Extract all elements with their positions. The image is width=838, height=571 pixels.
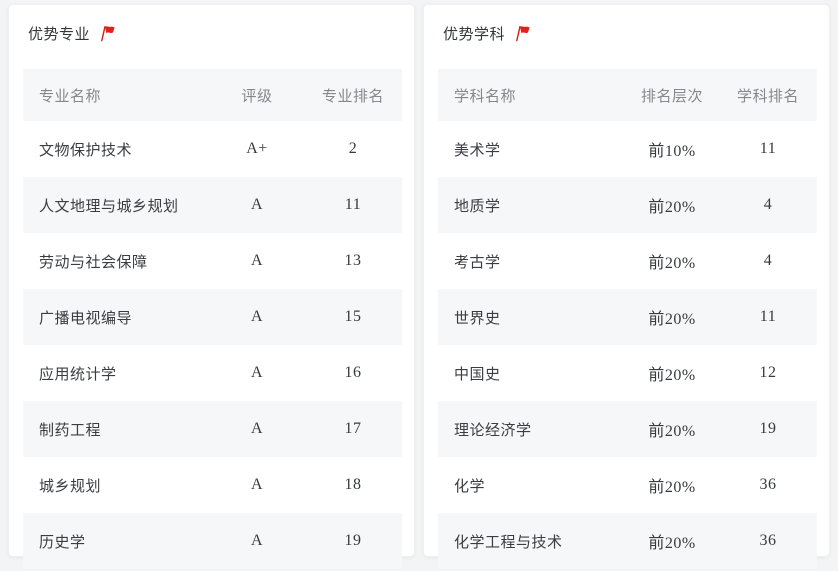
discipline-tier: 前20%: [625, 177, 719, 233]
discipline-name: 世界史: [438, 289, 625, 345]
discipline-rank: 12: [759, 364, 777, 381]
major-rating: A: [210, 177, 304, 233]
discipline-rank: 4: [719, 177, 817, 233]
major-name: 应用统计学: [39, 365, 117, 383]
column-header-major-rank: 专业排名: [304, 69, 402, 121]
discipline-rank: 19: [719, 401, 817, 457]
discipline-tier: 前20%: [625, 401, 719, 457]
major-name: 广播电视编导: [23, 289, 210, 345]
major-rank: 2: [348, 140, 358, 157]
discipline-name: 美术学: [454, 141, 501, 159]
discipline-tier: 前20%: [625, 289, 719, 345]
discipline-tier: 前20%: [648, 479, 696, 496]
major-rating: A: [210, 289, 304, 345]
major-rank: 11: [304, 177, 402, 233]
column-header-discipline-rank: 学科排名: [719, 69, 817, 121]
table-row: 世界史 前20% 11: [438, 289, 817, 345]
table-row: 文物保护技术 A+ 2: [23, 121, 402, 177]
major-rank: 17: [304, 401, 402, 457]
discipline-rank: 36: [719, 513, 817, 569]
table-row: 广播电视编导 A 15: [23, 289, 402, 345]
discipline-tier: 前20%: [648, 255, 696, 272]
major-rating: A: [250, 476, 264, 493]
table-row: 化学工程与技术 前20% 36: [438, 513, 817, 569]
discipline-tier: 前20%: [648, 367, 696, 384]
major-rank: 18: [344, 476, 362, 493]
card-header: 优势学科: [424, 5, 829, 46]
table-row: 化学 前20% 36: [438, 457, 817, 513]
column-header-rating: 评级: [210, 69, 304, 121]
discipline-name: 化学工程与技术: [438, 513, 625, 569]
discipline-rank: 11: [719, 289, 817, 345]
major-rank: 19: [304, 513, 402, 569]
table-row: 中国史 前20% 12: [438, 345, 817, 401]
card-header: 优势专业: [9, 5, 414, 46]
column-header-tier: 排名层次: [625, 69, 719, 121]
major-rating: A: [250, 252, 264, 269]
discipline-rank: 4: [763, 252, 773, 269]
red-flag-icon: [516, 25, 530, 41]
major-rank: 16: [344, 364, 362, 381]
major-rank: 15: [304, 289, 402, 345]
discipline-rank: 11: [759, 140, 777, 157]
column-header-major-name: 专业名称: [23, 69, 210, 121]
advantage-majors-card: 优势专业 专业名称 评级 专业排名 文物保护技术 A+ 2: [8, 4, 415, 569]
table-row: 历史学 A 19: [23, 513, 402, 569]
discipline-tier: 前10%: [648, 143, 696, 160]
discipline-name: 理论经济学: [438, 401, 625, 457]
major-rating: A: [210, 401, 304, 457]
red-flag-icon: [101, 25, 115, 41]
major-name: 历史学: [23, 513, 210, 569]
major-rating: A: [250, 364, 264, 381]
discipline-tier: 前20%: [625, 513, 719, 569]
major-rating: A+: [246, 140, 268, 157]
major-name: 文物保护技术: [39, 141, 133, 159]
discipline-rank: 36: [759, 476, 777, 493]
table-row: 应用统计学 A 16: [23, 345, 402, 401]
disciplines-table: 学科名称 排名层次 学科排名 美术学 前10% 11 地质学 前20% 4 考古…: [438, 69, 817, 569]
major-name: 人文地理与城乡规划: [23, 177, 210, 233]
major-name: 制药工程: [23, 401, 210, 457]
discipline-name: 考古学: [454, 253, 501, 271]
discipline-name: 地质学: [438, 177, 625, 233]
major-name: 城乡规划: [39, 477, 102, 495]
table-header-row: 专业名称 评级 专业排名: [23, 69, 402, 121]
major-rank: 13: [344, 252, 362, 269]
table-row: 劳动与社会保障 A 13: [23, 233, 402, 289]
major-rating: A: [210, 513, 304, 569]
majors-table: 专业名称 评级 专业排名 文物保护技术 A+ 2 人文地理与城乡规划 A 11 …: [23, 69, 402, 569]
discipline-name: 中国史: [454, 365, 501, 383]
table-row: 人文地理与城乡规划 A 11: [23, 177, 402, 233]
table-header-row: 学科名称 排名层次 学科排名: [438, 69, 817, 121]
table-row: 理论经济学 前20% 19: [438, 401, 817, 457]
card-title: 优势专业: [28, 25, 91, 43]
table-row: 地质学 前20% 4: [438, 177, 817, 233]
table-row: 美术学 前10% 11: [438, 121, 817, 177]
column-header-discipline-name: 学科名称: [438, 69, 625, 121]
discipline-name: 化学: [454, 477, 486, 495]
advantage-disciplines-card: 优势学科 学科名称 排名层次 学科排名 美术学 前10% 11: [423, 4, 830, 569]
table-row: 城乡规划 A 18: [23, 457, 402, 513]
card-title: 优势学科: [443, 25, 506, 43]
table-row: 考古学 前20% 4: [438, 233, 817, 289]
table-row: 制药工程 A 17: [23, 401, 402, 457]
major-name: 劳动与社会保障: [39, 253, 148, 271]
